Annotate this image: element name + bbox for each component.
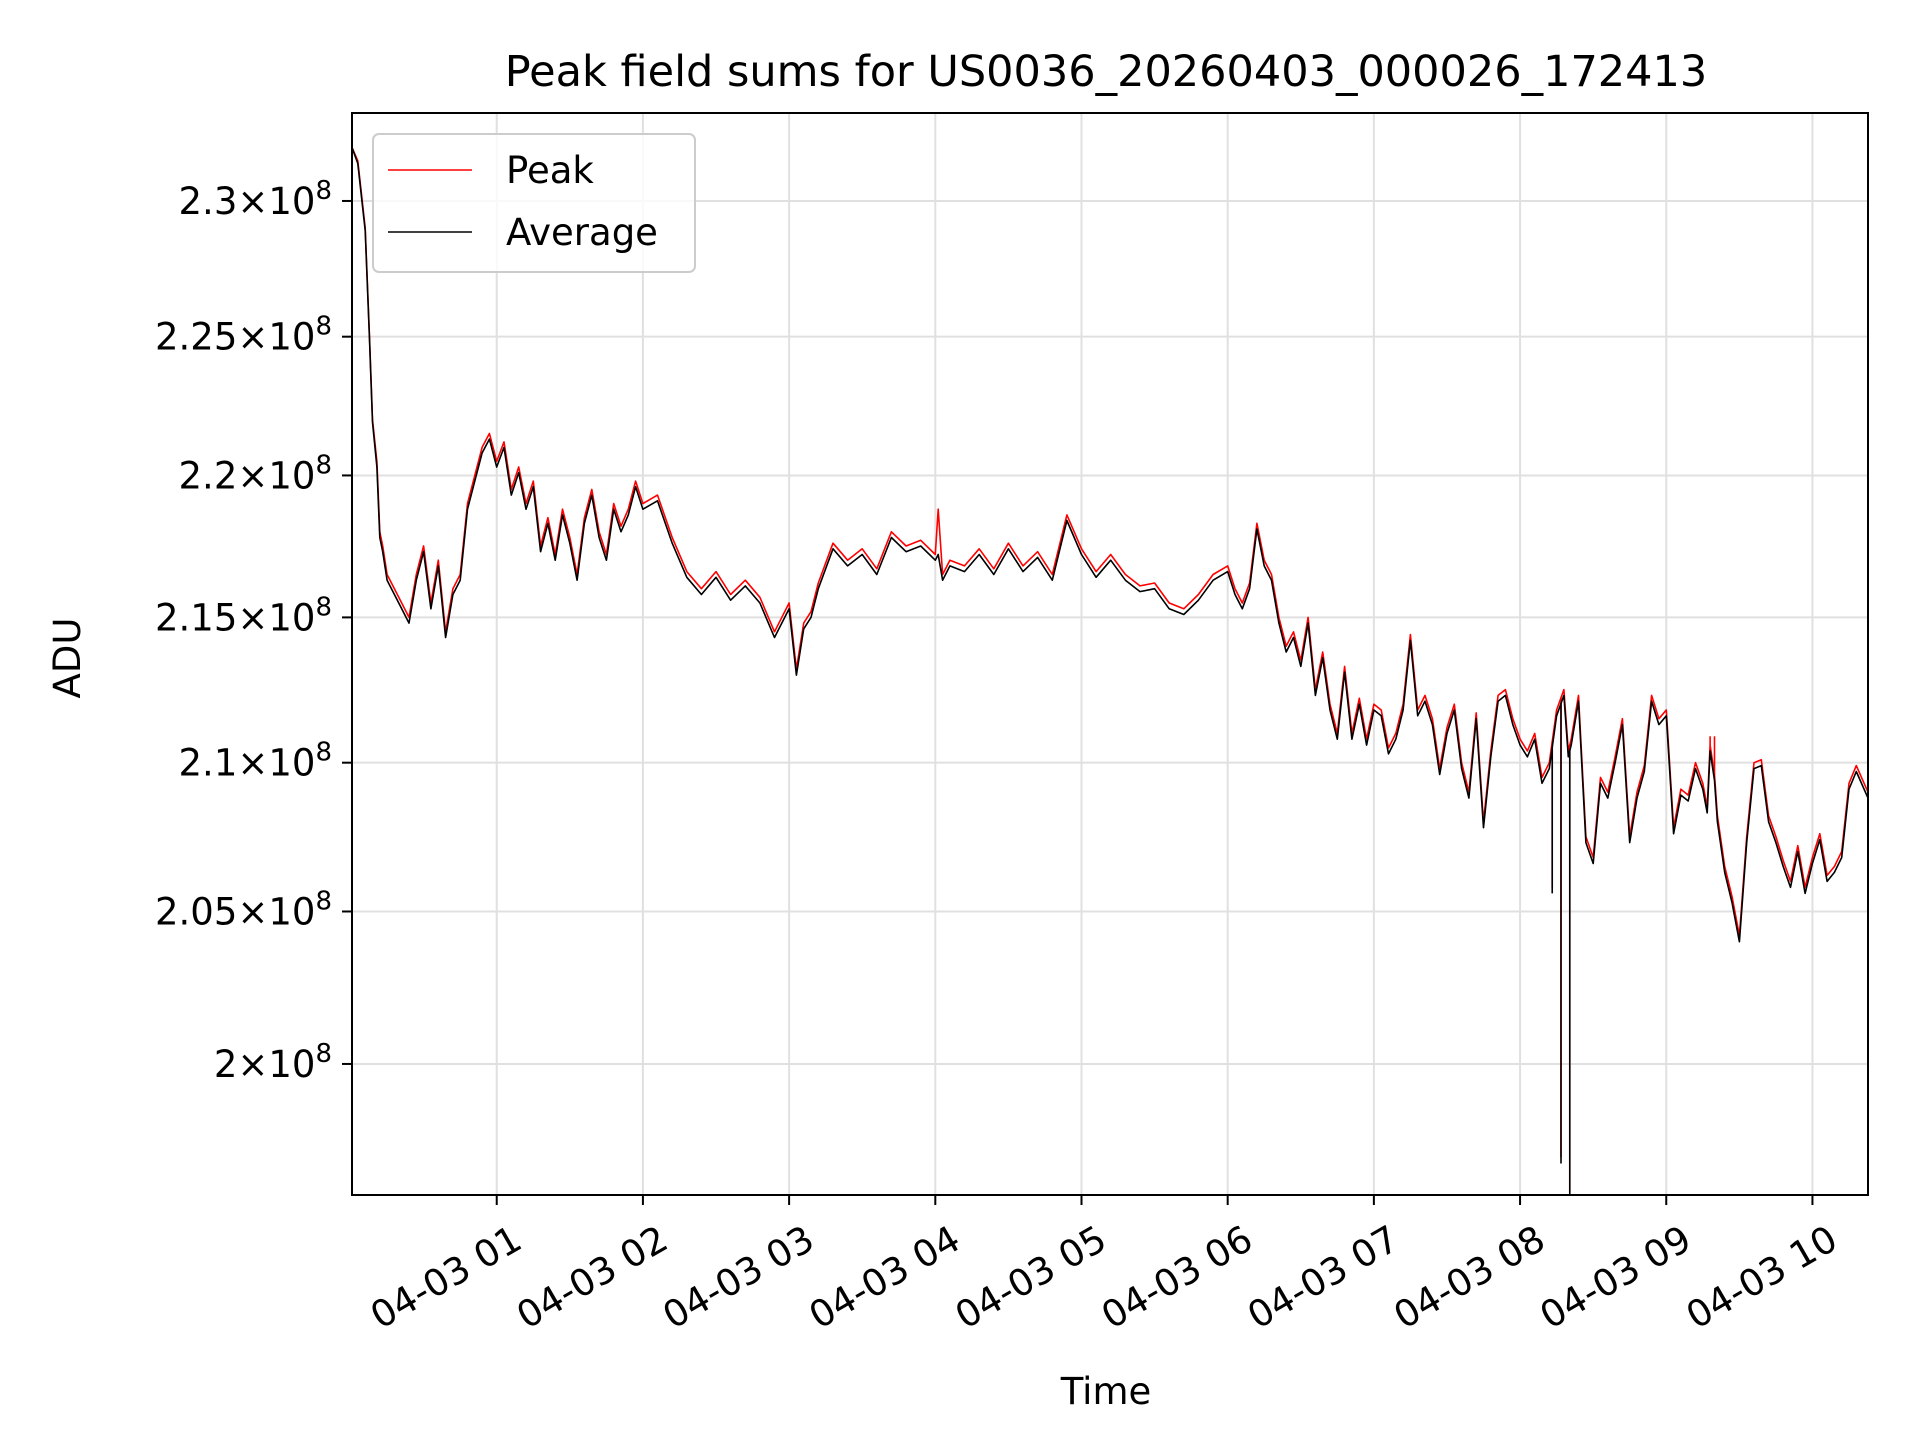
legend-label-average: Average (506, 211, 658, 254)
y-tick-label: 2.1×108 (179, 738, 332, 785)
chart-title: Peak field sums for US0036_20260403_0000… (505, 47, 1708, 97)
plot-frame (351, 112, 1869, 1196)
y-tick-label: 2.2×108 (179, 450, 332, 497)
y-axis-label: ADU (46, 618, 89, 699)
y-tick-label: 2.25×108 (155, 312, 332, 359)
x-axis-label: Time (1060, 1370, 1152, 1413)
y-tick-label: 2×108 (214, 1039, 332, 1086)
y-tick-label: 2.15×108 (155, 592, 332, 639)
legend: Peak Average (372, 133, 696, 273)
y-tick-label: 2.05×108 (155, 886, 332, 933)
y-tick-label: 2.3×108 (179, 176, 332, 223)
series-line-average (351, 147, 1869, 943)
series-layer (351, 147, 1869, 1195)
series-line-peak (351, 147, 1869, 937)
y-axis: 2×108 2.05×108 2.1×108 2.15×108 2.2×108 2.25×… (155, 176, 352, 1086)
legend-label-peak: Peak (506, 149, 594, 192)
legend-box (372, 133, 696, 273)
grid (352, 113, 1868, 1195)
